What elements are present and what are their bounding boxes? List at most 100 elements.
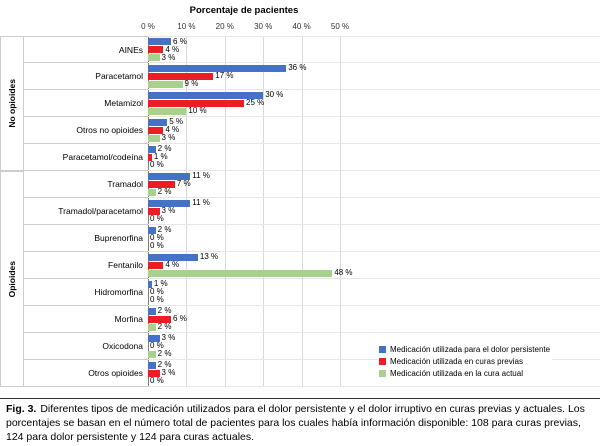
bar-line: 2 % [148, 307, 600, 315]
bar-value-label: 17 % [215, 71, 234, 80]
group-label-opioides: Opioides [0, 171, 24, 387]
legend-label: Medicación utilizada en la cura actual [390, 368, 523, 378]
category-bars: 13 % 4 % 48 % [148, 252, 600, 279]
category-bars: 30 % 25 % 10 % [148, 90, 600, 117]
bar-value-label: 25 % [246, 98, 265, 107]
bar-line: 2 % [148, 226, 600, 234]
bar-value-label: 3 % [161, 333, 176, 342]
chart-row: Oxicodona 3 % 0 % 2 % [0, 333, 600, 360]
bar-line: 13 % [148, 253, 600, 261]
bar-value-label: 0 % [150, 241, 164, 250]
category-label: Paracetamol/codeína [24, 144, 148, 171]
category-label: Metamizol [24, 90, 148, 117]
chart-row: Morfina 2 % 6 % 2 % [0, 306, 600, 333]
bar-value-label: 0 % [150, 160, 164, 169]
group-label-no-opioides: No opioides [0, 36, 24, 171]
plot-area: AINEs 6 % 4 % 3 % Paracetamol 36 % 17 % 9 % Meta… [0, 36, 600, 387]
bar-dolor-persistente [148, 334, 160, 342]
bar-curas-previas [148, 369, 160, 377]
bar-line: 11 % [148, 172, 600, 180]
legend-swatch [379, 369, 386, 377]
bar-line: 5 % [148, 118, 600, 126]
bar-dolor-persistente [148, 91, 264, 99]
bar-dolor-persistente [148, 307, 156, 315]
bar-line: 25 % [148, 99, 600, 107]
bar-line: 0 % [148, 242, 600, 250]
bar-cura-actual [148, 188, 156, 196]
bar-line: 36 % [148, 64, 600, 72]
chart-row: Tramadol 11 % 7 % 2 % [0, 171, 600, 198]
bar-chart: Porcentaje de pacientes 0 % 10 % 20 % 30 % 4… [0, 5, 600, 387]
category-label: Otros no opioides [24, 117, 148, 144]
bar-line: 7 % [148, 180, 600, 188]
bar-line: 11 % [148, 199, 600, 207]
bar-curas-previas [148, 153, 152, 161]
bar-line: 1 % [148, 153, 600, 161]
bar-line: 6 % [148, 37, 600, 46]
x-axis-tick: 10 % [177, 22, 196, 31]
bar-line: 1 % [148, 280, 600, 288]
bar-curas-previas [148, 180, 175, 188]
chart-row: Otros no opioides 5 % 4 % 3 % [0, 117, 600, 144]
bar-cura-actual [148, 323, 156, 331]
bar-line: 2 % [148, 323, 600, 331]
chart-row: Metamizol 30 % 25 % 10 % [0, 90, 600, 117]
bar-curas-previas [148, 46, 164, 53]
bar-line: 0 % [148, 215, 600, 223]
bar-dolor-persistente [148, 118, 168, 126]
category-label: AINEs [24, 36, 148, 63]
legend-label: Medicación utilizada en curas previas [390, 356, 523, 366]
bar-line: 0 % [148, 296, 600, 304]
caption-text: Diferentes tipos de medicación utilizado… [6, 403, 585, 443]
bar-line: 4 % [148, 126, 600, 134]
category-label: Paracetamol [24, 63, 148, 90]
bar-value-label: 2 % [157, 360, 172, 369]
bar-value-label: 5 % [169, 117, 183, 126]
bar-value-label: 6 % [173, 314, 187, 323]
legend: Medicación utilizada para el dolor persi… [377, 342, 553, 380]
bar-cura-actual [148, 107, 187, 115]
legend-item: Medicación utilizada para el dolor persi… [379, 343, 550, 355]
bar-value-label: 3 % [161, 52, 176, 62]
bar-dolor-persistente [148, 226, 156, 234]
bar-dolor-persistente [148, 172, 191, 180]
legend-swatch [379, 357, 386, 365]
bar-value-label: 1 % [153, 279, 168, 288]
gridline [340, 36, 341, 387]
bar-value-label: 11 % [192, 198, 210, 207]
bar-value-label: 0 % [150, 341, 164, 350]
category-label: Morfina [24, 306, 148, 333]
bar-line: 10 % [148, 107, 600, 115]
gridline [186, 36, 188, 387]
chart-row: Hidromorfina 1 % 0 % 0 % [0, 279, 600, 306]
bar-value-label: 48 % [334, 268, 353, 277]
category-bars: 11 % 3 % 0 % [148, 198, 600, 225]
category-bars: 11 % 7 % 2 % [148, 171, 600, 198]
category-label: Tramadol [24, 171, 148, 198]
bar-value-label: 1 % [153, 152, 168, 161]
bar-value-label: 0 % [150, 295, 164, 304]
bar-value-label: 0 % [150, 214, 164, 223]
x-axis-tick: 20 % [215, 22, 234, 31]
bar-cura-actual [148, 269, 333, 277]
bar-cura-actual [148, 54, 160, 61]
bar-curas-previas [148, 72, 214, 80]
bar-dolor-persistente [148, 38, 172, 45]
bar-value-label: 0 % [150, 287, 164, 296]
category-label: Oxicodona [24, 333, 148, 360]
gridline [263, 36, 265, 387]
bar-line: 17 % [148, 72, 600, 80]
bar-line: 0 % [148, 161, 600, 169]
x-axis-tick: 50 % [330, 22, 350, 31]
bar-value-label: 4 % [165, 260, 180, 269]
bar-curas-previas [148, 261, 164, 269]
category-bars: 2 % 6 % 2 % [148, 306, 600, 333]
category-bars: 2 % 3 % 0 % [148, 360, 600, 387]
bar-line: 4 % [148, 261, 600, 269]
legend-item: Medicación utilizada en curas previas [379, 355, 550, 367]
bar-value-label: 11 % [192, 171, 210, 180]
bar-line: 0 % [148, 288, 600, 296]
bar-value-label: 0 % [150, 376, 164, 385]
x-axis-tick: 40 % [292, 22, 311, 31]
category-label: Otros opioides [24, 360, 148, 387]
